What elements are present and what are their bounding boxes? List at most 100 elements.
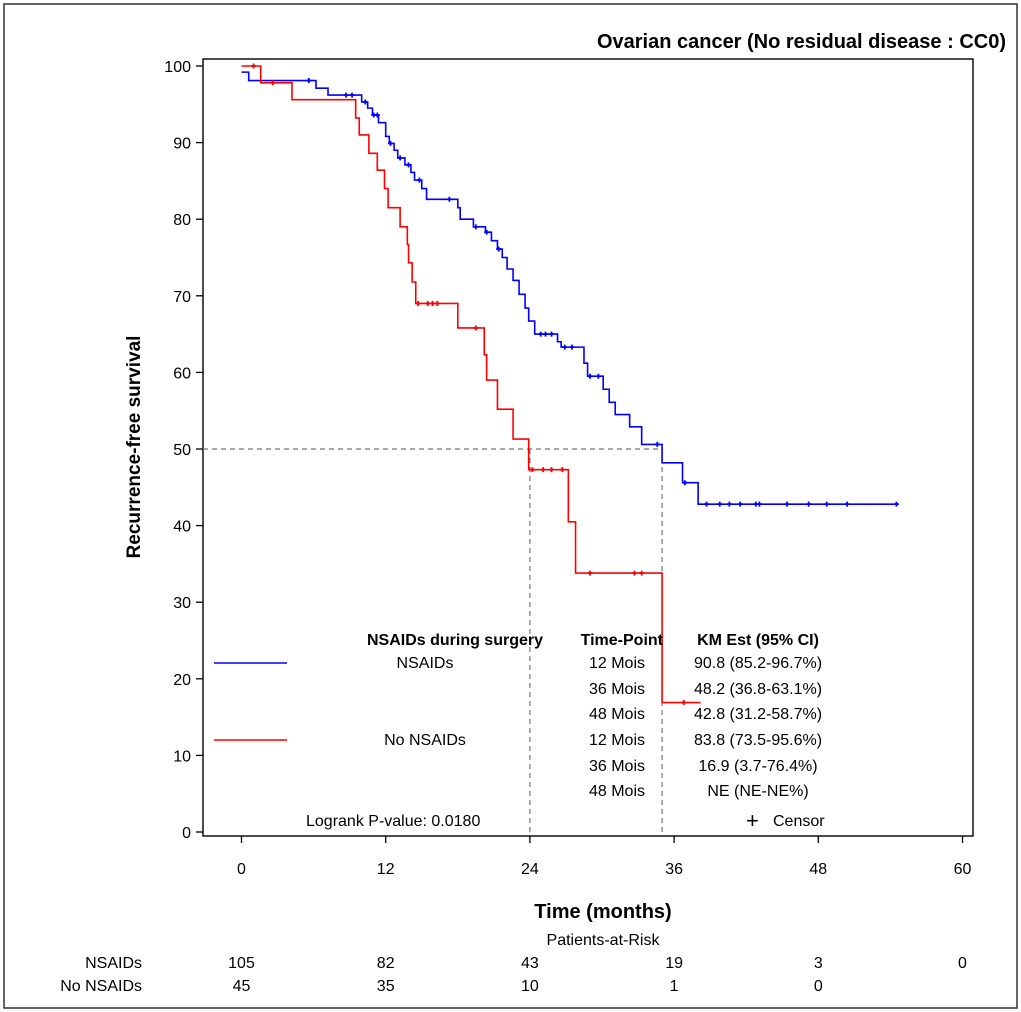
x-tick-label: 24 xyxy=(521,861,539,878)
axes: 0 10 20 30 40 50 60 70 80 90 100 0 12 24 36 48 60 xyxy=(164,59,971,878)
logrank-pvalue: Logrank P-value: 0.0180 xyxy=(306,813,480,830)
censor-mark xyxy=(538,331,544,337)
legend-group-label: NSAIDs xyxy=(397,655,454,672)
censor-mark xyxy=(559,467,565,473)
x-tick-label: 36 xyxy=(665,861,683,878)
censor-mark xyxy=(496,246,502,252)
censor-mark xyxy=(562,344,568,350)
x-tick-label: 12 xyxy=(377,861,395,878)
censor-mark xyxy=(569,344,575,350)
censor-mark xyxy=(343,92,349,98)
risk-count: 45 xyxy=(233,978,251,995)
risk-count: 0 xyxy=(958,955,967,972)
risk-count: 10 xyxy=(521,978,539,995)
chart-title: Ovarian cancer (No residual disease : CC… xyxy=(597,31,1006,53)
censor-mark xyxy=(270,80,276,86)
risk-row-label: No NSAIDs xyxy=(60,978,142,995)
censor-mark xyxy=(388,140,394,146)
censor-mark xyxy=(681,700,687,706)
censor-mark xyxy=(434,300,440,306)
censor-mark xyxy=(430,300,436,306)
censor-mark xyxy=(484,229,490,235)
censor-mark xyxy=(726,501,732,507)
censor-mark xyxy=(639,570,645,576)
legend-estimate-header: KM Est (95% CI) xyxy=(697,632,819,649)
risk-table-title: Patients-at-Risk xyxy=(547,932,661,949)
legend-group-label: No NSAIDs xyxy=(384,732,466,749)
legend-timepoint: 12 Mois xyxy=(589,732,645,749)
risk-count: 3 xyxy=(814,955,823,972)
legend-estimate: 83.8 (73.5-95.6%) xyxy=(694,732,822,749)
x-axis-label: Time (months) xyxy=(534,901,671,923)
censor-mark xyxy=(704,501,710,507)
censor-mark xyxy=(251,63,257,69)
censor-mark xyxy=(654,441,660,447)
censor-mark xyxy=(824,501,830,507)
censor-mark xyxy=(737,501,743,507)
censor-mark xyxy=(416,177,422,183)
x-tick-label: 60 xyxy=(954,861,972,878)
survival-curves xyxy=(241,63,899,706)
censor-mark xyxy=(540,467,546,473)
legend-timepoint: 48 Mois xyxy=(589,783,645,800)
censor-mark xyxy=(806,501,812,507)
series-2 xyxy=(241,63,701,706)
legend-estimate: 48.2 (36.8-63.1%) xyxy=(694,681,822,698)
censor-mark xyxy=(349,92,355,98)
y-tick-label: 90 xyxy=(173,136,191,153)
censor-mark xyxy=(844,501,850,507)
y-tick-label: 40 xyxy=(173,519,191,536)
censor-mark xyxy=(473,224,479,230)
y-tick-label: 80 xyxy=(173,212,191,229)
censor-mark xyxy=(717,501,723,507)
outer-border xyxy=(3,3,1018,1009)
censor-mark xyxy=(549,467,555,473)
legend-timepoint: 12 Mois xyxy=(589,655,645,672)
risk-table: Patients-at-Risk NSAIDs 105 82 43 19 3 0 No NSAI… xyxy=(60,932,967,995)
censor-mark xyxy=(397,155,403,161)
series-1 xyxy=(241,71,899,507)
censor-mark xyxy=(306,78,312,84)
censor-mark xyxy=(529,467,535,473)
censor-mark xyxy=(756,501,762,507)
risk-count: 0 xyxy=(814,978,823,995)
y-tick-label: 60 xyxy=(173,365,191,382)
censor-mark xyxy=(362,99,368,105)
legend-timepoint: 36 Mois xyxy=(589,681,645,698)
censor-mark xyxy=(543,331,549,337)
censor-mark xyxy=(595,373,601,379)
y-tick-label: 100 xyxy=(164,59,191,76)
risk-count: 105 xyxy=(228,955,255,972)
y-tick-label: 20 xyxy=(173,672,191,689)
legend: NSAIDs during surgery Time-Point KM Est (9… xyxy=(214,632,825,833)
censor-mark xyxy=(473,325,479,331)
censor-mark xyxy=(406,162,412,168)
legend-estimate: NE (NE-NE%) xyxy=(707,783,808,800)
risk-count: 35 xyxy=(377,978,395,995)
plot-frame xyxy=(202,58,974,837)
y-axis-label: Recurrence-free survival xyxy=(124,336,145,559)
legend-estimate: 90.8 (85.2-96.7%) xyxy=(694,655,822,672)
censor-mark xyxy=(784,501,790,507)
legend-timepoint: 48 Mois xyxy=(589,706,645,723)
legend-estimate: 42.8 (31.2-58.7%) xyxy=(694,706,822,723)
y-tick-label: 50 xyxy=(173,442,191,459)
risk-row-label: NSAIDs xyxy=(85,955,142,972)
y-tick-label: 10 xyxy=(173,748,191,765)
legend-group-header: NSAIDs during surgery xyxy=(367,632,543,649)
risk-count: 19 xyxy=(665,955,683,972)
censor-mark xyxy=(549,331,555,337)
y-tick-label: 70 xyxy=(173,289,191,306)
censor-mark xyxy=(587,373,593,379)
censor-label: Censor xyxy=(773,813,825,830)
x-tick-label: 0 xyxy=(237,861,246,878)
x-tick-label: 48 xyxy=(809,861,827,878)
y-tick-label: 0 xyxy=(182,825,191,842)
survival-curve xyxy=(241,71,897,505)
censor-mark xyxy=(893,501,899,507)
risk-count: 82 xyxy=(377,955,395,972)
censor-mark xyxy=(415,300,421,306)
legend-timepoint-header: Time-Point xyxy=(581,632,664,649)
